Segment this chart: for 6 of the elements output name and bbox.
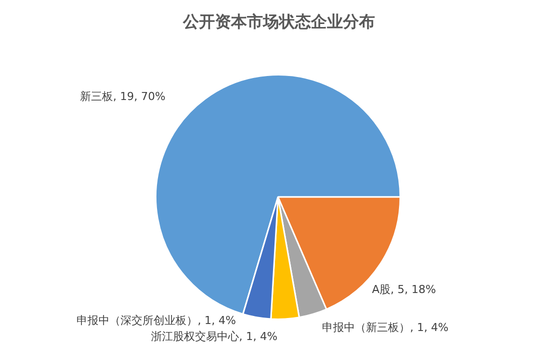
chart-title: 公开资本市场状态企业分布 bbox=[182, 12, 375, 32]
slice-label: 浙江股权交易中心, 1, 4% bbox=[151, 330, 278, 343]
slice-label: 申报中（深交所创业板）, 1, 4% bbox=[76, 314, 236, 327]
slice-label: 新三板, 19, 70% bbox=[80, 90, 166, 103]
slice-label: 申报中（新三板）, 1, 4% bbox=[322, 320, 448, 334]
slice-label: A股, 5, 18% bbox=[372, 282, 436, 296]
